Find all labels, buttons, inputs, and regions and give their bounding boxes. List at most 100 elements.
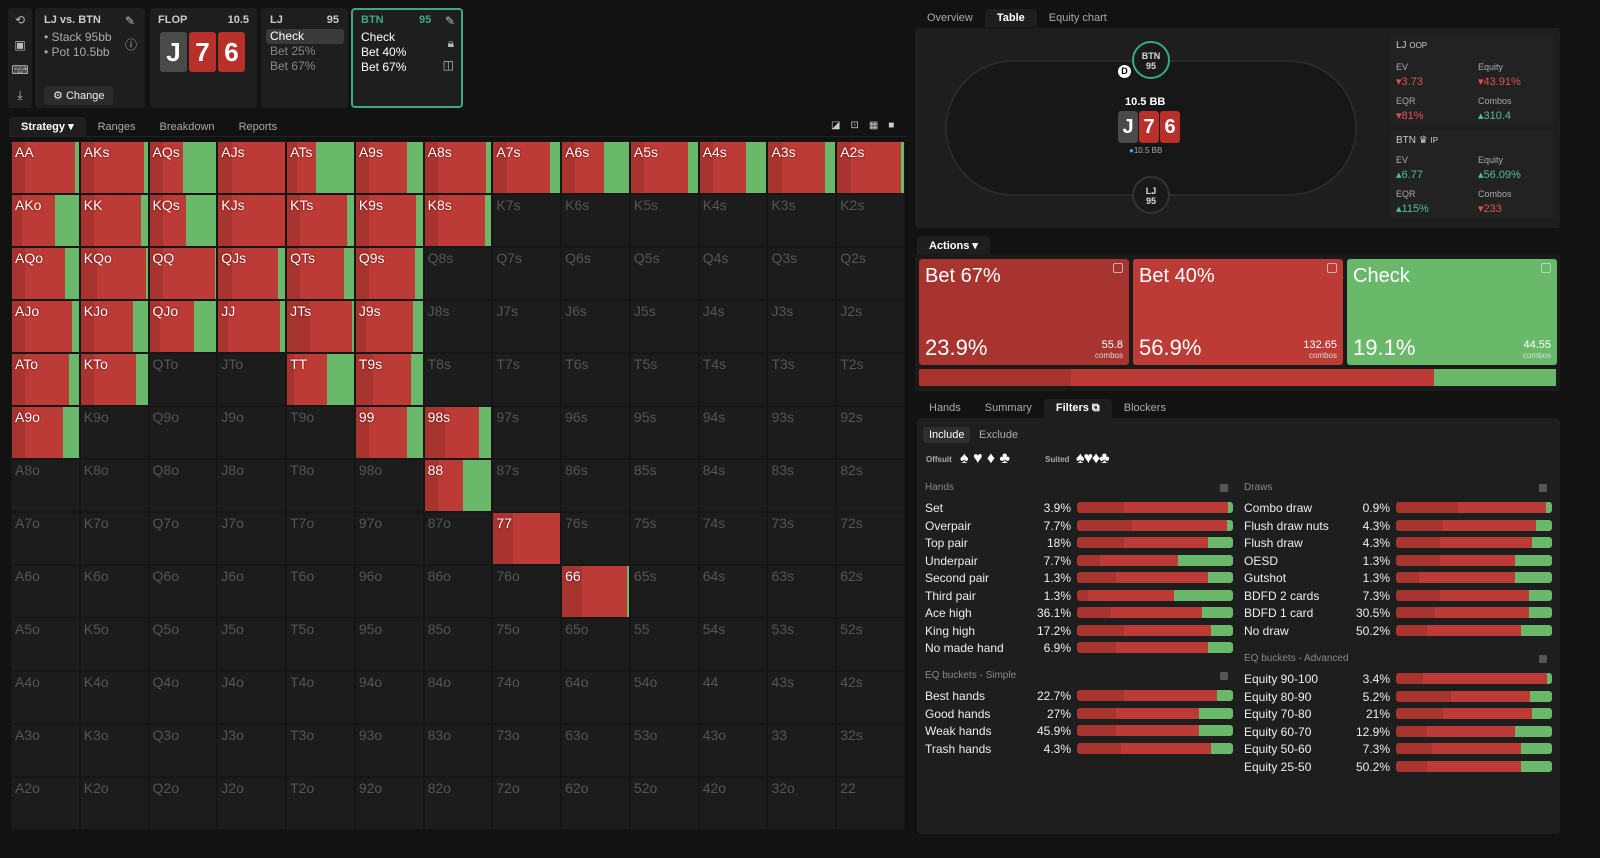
hand-cell-75s[interactable]: 75s — [629, 512, 699, 565]
actions-dropdown[interactable]: Actions ▾ — [917, 236, 990, 255]
filter-row[interactable]: Second pair 1.3% — [925, 569, 1235, 586]
draws-toggle[interactable] — [1539, 484, 1547, 492]
hand-cell-JJ[interactable]: JJ — [217, 300, 287, 353]
hand-cell-J4o[interactable]: J4o — [217, 671, 287, 724]
lj-seat[interactable]: LJ 95 — [1132, 176, 1170, 214]
hand-cell-Q2o[interactable]: Q2o — [148, 777, 218, 830]
filter-row[interactable]: King high 17.2% — [925, 622, 1235, 639]
hand-cell-96s[interactable]: 96s — [561, 406, 630, 459]
hand-cell-87o[interactable]: 87o — [423, 512, 493, 565]
hand-cell-K4s[interactable]: K4s — [698, 194, 768, 247]
view-mode-icons[interactable]: ◪⊡▦■ — [831, 120, 905, 131]
hand-cell-T3o[interactable]: T3o — [286, 724, 355, 777]
hand-cell-J7o[interactable]: J7o — [217, 512, 287, 565]
hand-cell-A5s[interactable]: A5s — [629, 141, 699, 194]
hand-cell-QTs[interactable]: QTs — [286, 247, 355, 300]
hand-cell-T6s[interactable]: T6s — [561, 353, 630, 406]
hands-toggle[interactable] — [1220, 484, 1228, 492]
filter-row[interactable]: Weak hands 45.9% — [925, 722, 1235, 739]
hand-cell-J4s[interactable]: J4s — [698, 300, 768, 353]
hand-cell-T9s[interactable]: T9s — [354, 353, 424, 406]
hand-cell-54s[interactable]: 54s — [698, 618, 768, 671]
hand-cell-KJs[interactable]: KJs — [217, 194, 287, 247]
tab-overview[interactable]: Overview — [927, 12, 973, 24]
tab-equity-chart[interactable]: Equity chart — [1048, 12, 1107, 24]
filter-row[interactable]: Top pair 18% — [925, 534, 1235, 551]
btn-seat[interactable]: BTN 95 — [1132, 41, 1170, 79]
hand-cell-55[interactable]: 55 — [629, 618, 699, 671]
save-icon[interactable]: ▣ — [14, 38, 26, 52]
hand-cell-K8s[interactable]: K8s — [423, 194, 493, 247]
reset-icon[interactable]: ⟲ — [14, 13, 26, 27]
tab-table[interactable]: Table — [984, 9, 1037, 27]
hand-cell-95o[interactable]: 95o — [354, 618, 424, 671]
hand-cell-K4o[interactable]: K4o — [79, 671, 149, 724]
include-button[interactable]: Include — [923, 427, 971, 443]
hand-cell-75o[interactable]: 75o — [492, 618, 562, 671]
hand-cell-KQs[interactable]: KQs — [148, 194, 218, 247]
hand-cell-T4o[interactable]: T4o — [286, 671, 355, 724]
lock-icon[interactable]: 🔒︎ — [447, 36, 454, 50]
hand-cell-84o[interactable]: 84o — [423, 671, 493, 724]
hand-cell-74o[interactable]: 74o — [492, 671, 562, 724]
hand-cell-53s[interactable]: 53s — [767, 618, 837, 671]
hand-cell-A7o[interactable]: A7o — [11, 512, 80, 565]
exclude-button[interactable]: Exclude — [979, 429, 1019, 441]
hand-cell-93o[interactable]: 93o — [354, 724, 424, 777]
hand-cell-77[interactable]: 77 — [492, 512, 562, 565]
hand-cell-Q8s[interactable]: Q8s — [423, 247, 493, 300]
filter-row[interactable]: Underpair 7.7% — [925, 552, 1235, 569]
hand-cell-62s[interactable]: 62s — [836, 565, 905, 618]
hand-cell-96o[interactable]: 96o — [354, 565, 424, 618]
hand-cell-K9o[interactable]: K9o — [79, 406, 149, 459]
hand-cell-63o[interactable]: 63o — [561, 724, 630, 777]
hand-cell-T8s[interactable]: T8s — [423, 353, 493, 406]
eq-simple-toggle[interactable] — [1220, 672, 1228, 680]
hand-cell-88[interactable]: 88 — [423, 459, 493, 512]
hand-cell-Q5o[interactable]: Q5o — [148, 618, 218, 671]
hand-cell-92o[interactable]: 92o — [354, 777, 424, 830]
hand-cell-AJo[interactable]: AJo — [11, 300, 80, 353]
tab-reports[interactable]: Reports — [238, 121, 278, 133]
hand-cell-K6s[interactable]: K6s — [561, 194, 630, 247]
hand-cell-T6o[interactable]: T6o — [286, 565, 355, 618]
filter-row[interactable]: Equity 80-90 5.2% — [1244, 688, 1554, 705]
filter-row[interactable]: Equity 90-100 3.4% — [1244, 670, 1554, 687]
tab-filters[interactable]: Filters ⧉ — [1043, 399, 1112, 418]
hand-cell-64o[interactable]: 64o — [561, 671, 630, 724]
hand-cell-J3o[interactable]: J3o — [217, 724, 287, 777]
filter-row[interactable]: OESD 1.3% — [1244, 552, 1554, 569]
hand-cell-A3s[interactable]: A3s — [767, 141, 837, 194]
hand-cell-33[interactable]: 33 — [767, 724, 837, 777]
hand-cell-K5o[interactable]: K5o — [79, 618, 149, 671]
hand-cell-97o[interactable]: 97o — [354, 512, 424, 565]
hand-cell-AA[interactable]: AA — [11, 141, 80, 194]
hand-cell-43o[interactable]: 43o — [698, 724, 768, 777]
hand-cell-63s[interactable]: 63s — [767, 565, 837, 618]
btn-option-bet67[interactable]: Bet 67% — [361, 60, 407, 74]
hand-cell-T5s[interactable]: T5s — [629, 353, 699, 406]
info-icon[interactable]: ⓘ — [125, 38, 138, 52]
hand-cell-ATo[interactable]: ATo — [11, 353, 80, 406]
hand-cell-A5o[interactable]: A5o — [11, 618, 80, 671]
hand-cell-65s[interactable]: 65s — [629, 565, 699, 618]
collapse-icon[interactable]: ⤓ — [17, 88, 23, 102]
hand-cell-84s[interactable]: 84s — [698, 459, 768, 512]
hand-cell-Q9s[interactable]: Q9s — [354, 247, 424, 300]
filter-row[interactable]: Good hands 27% — [925, 705, 1235, 722]
filter-row[interactable]: Combo draw 0.9% — [1244, 499, 1554, 516]
hand-cell-K6o[interactable]: K6o — [79, 565, 149, 618]
hand-cell-KTo[interactable]: KTo — [79, 353, 149, 406]
hand-cell-99[interactable]: 99 — [354, 406, 424, 459]
hand-cell-97s[interactable]: 97s — [492, 406, 562, 459]
hand-cell-A7s[interactable]: A7s — [492, 141, 562, 194]
hand-cell-T2o[interactable]: T2o — [286, 777, 355, 830]
filter-row[interactable]: Set 3.9% — [925, 499, 1235, 516]
hand-cell-K5s[interactable]: K5s — [629, 194, 699, 247]
filter-row[interactable]: Gutshot 1.3% — [1244, 569, 1554, 586]
hand-cell-T3s[interactable]: T3s — [767, 353, 837, 406]
action-card-check[interactable]: Check 19.1% 44.55 combos — [1347, 259, 1557, 365]
hand-cell-T5o[interactable]: T5o — [286, 618, 355, 671]
hand-cell-32s[interactable]: 32s — [836, 724, 905, 777]
hand-cell-Q9o[interactable]: Q9o — [148, 406, 218, 459]
